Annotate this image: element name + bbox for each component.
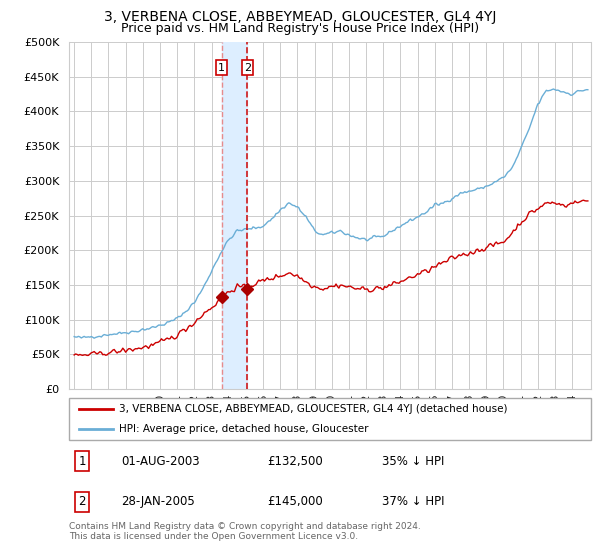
Text: 37% ↓ HPI: 37% ↓ HPI	[382, 496, 445, 508]
Text: £145,000: £145,000	[268, 496, 323, 508]
Text: 3, VERBENA CLOSE, ABBEYMEAD, GLOUCESTER, GL4 4YJ: 3, VERBENA CLOSE, ABBEYMEAD, GLOUCESTER,…	[104, 10, 496, 24]
Text: 01-AUG-2003: 01-AUG-2003	[121, 455, 200, 468]
Text: Contains HM Land Registry data © Crown copyright and database right 2024.
This d: Contains HM Land Registry data © Crown c…	[69, 522, 421, 542]
Text: 28-JAN-2005: 28-JAN-2005	[121, 496, 195, 508]
Bar	[221, 42, 247, 389]
Text: 2: 2	[78, 496, 86, 508]
Text: Price paid vs. HM Land Registry's House Price Index (HPI): Price paid vs. HM Land Registry's House …	[121, 22, 479, 35]
Text: 3, VERBENA CLOSE, ABBEYMEAD, GLOUCESTER, GL4 4YJ (detached house): 3, VERBENA CLOSE, ABBEYMEAD, GLOUCESTER,…	[119, 404, 507, 414]
Text: 1: 1	[78, 455, 86, 468]
Text: HPI: Average price, detached house, Gloucester: HPI: Average price, detached house, Glou…	[119, 424, 368, 434]
Text: 1: 1	[218, 63, 225, 73]
Text: 35% ↓ HPI: 35% ↓ HPI	[382, 455, 445, 468]
Text: £132,500: £132,500	[268, 455, 323, 468]
Text: 2: 2	[244, 63, 251, 73]
